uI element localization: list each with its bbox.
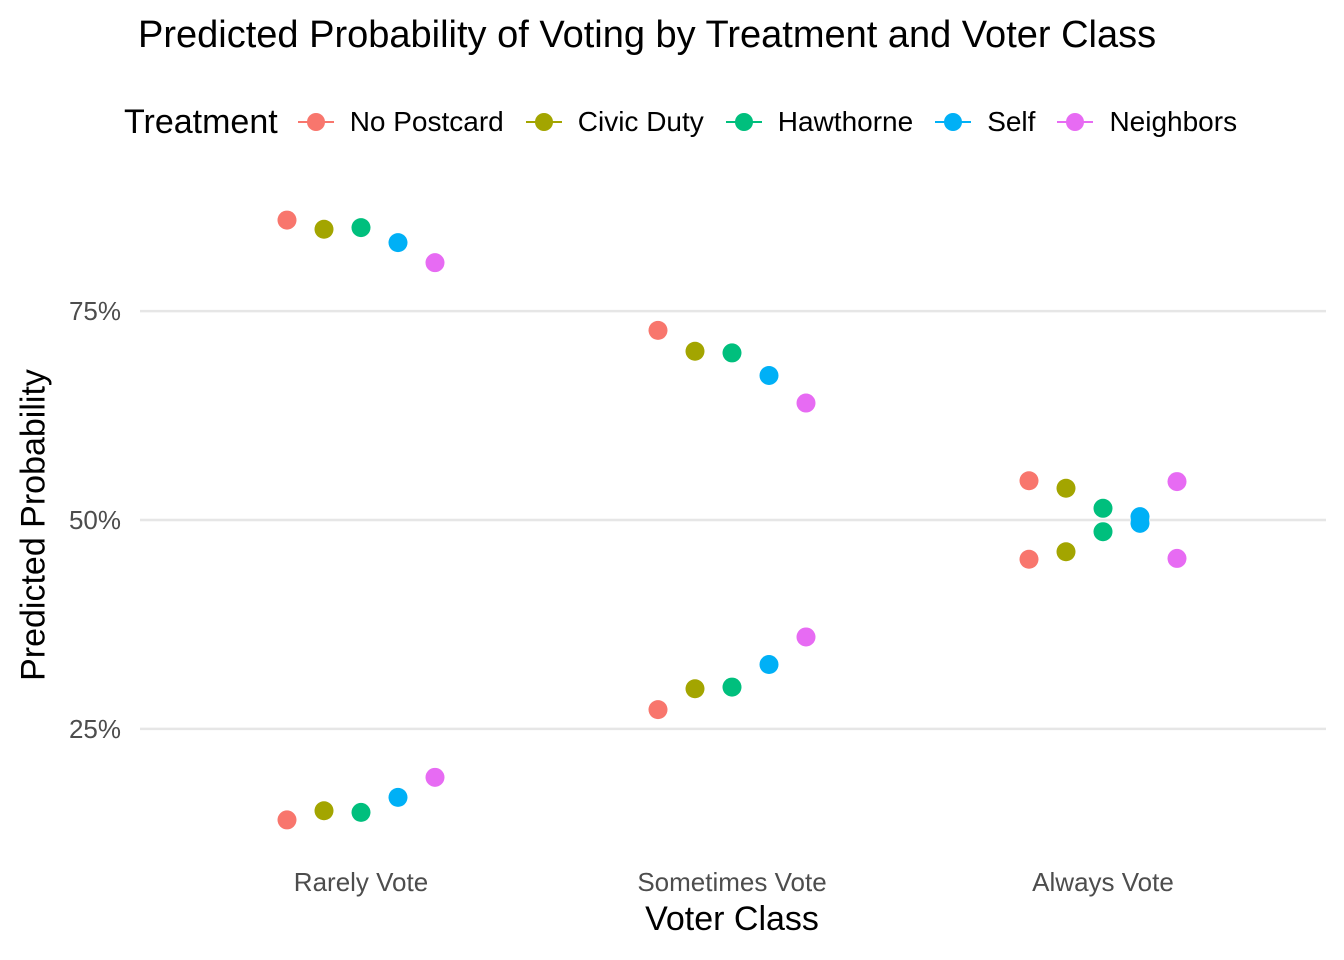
legend-item-neighbors: Neighbors [1055, 102, 1237, 142]
point-civic-duty-always-vote-upper [1056, 478, 1076, 498]
point-civic-duty-always-vote-lower [1056, 542, 1076, 562]
legend-key-hawthorne [725, 113, 762, 131]
point-self-sometimes-vote-lower [759, 655, 779, 675]
y-tick-label: 25% [69, 714, 121, 744]
y-tick-label: 75% [69, 296, 121, 326]
point-no-postcard-always-vote-lower [1019, 549, 1039, 569]
x-tick-label-rarely-vote: Rarely Vote [294, 867, 428, 897]
legend: Treatment No Postcard Civic Duty Hawthor… [124, 100, 1257, 144]
point-hawthorne-rarely-vote-lower [351, 802, 371, 822]
legend-title: Treatment [124, 102, 278, 141]
point-neighbors-always-vote-upper [1167, 472, 1187, 492]
legend-label-hawthorne: Hawthorne [777, 106, 914, 137]
point-civic-duty-rarely-vote-lower [314, 801, 334, 821]
legend-label-self: Self [987, 106, 1036, 137]
legend-label-neighbors: Neighbors [1109, 106, 1238, 137]
point-self-rarely-vote-lower [388, 787, 408, 807]
point-neighbors-sometimes-vote-lower [796, 627, 816, 647]
legend-key-no-postcard [297, 113, 334, 131]
point-hawthorne-sometimes-vote-upper [722, 343, 742, 363]
legend-item-self: Self [933, 102, 1035, 142]
point-no-postcard-rarely-vote-upper [277, 210, 297, 230]
x-tick-label-always-vote: Always Vote [1032, 867, 1174, 897]
point-neighbors-rarely-vote-upper [425, 253, 445, 273]
point-civic-duty-rarely-vote-upper [314, 219, 334, 239]
point-self-rarely-vote-upper [388, 233, 408, 253]
point-no-postcard-rarely-vote-lower [277, 810, 297, 830]
point-civic-duty-sometimes-vote-lower [685, 679, 705, 699]
y-axis-title: Predicted Probability [14, 369, 53, 681]
legend-key-self [935, 113, 972, 131]
point-neighbors-always-vote-lower [1167, 548, 1187, 568]
point-neighbors-rarely-vote-lower [425, 767, 445, 787]
x-tick-label-sometimes-vote: Sometimes Vote [637, 867, 826, 897]
point-hawthorne-always-vote-upper [1093, 498, 1113, 518]
legend-key-civic-duty [525, 113, 562, 131]
legend-item-no-postcard: No Postcard [296, 102, 504, 142]
legend-item-hawthorne: Hawthorne [724, 102, 913, 142]
point-no-postcard-sometimes-vote-lower [648, 700, 668, 720]
chart-title: Predicted Probability of Voting by Treat… [138, 14, 1157, 56]
point-neighbors-sometimes-vote-upper [796, 393, 816, 413]
point-hawthorne-sometimes-vote-lower [722, 677, 742, 697]
point-self-always-vote-lower [1130, 513, 1150, 533]
x-axis-title: Voter Class [645, 900, 819, 938]
point-self-sometimes-vote-upper [759, 365, 779, 385]
legend-item-civic-duty: Civic Duty [524, 102, 704, 142]
legend-label-civic-duty: Civic Duty [577, 106, 704, 137]
point-hawthorne-always-vote-lower [1093, 522, 1113, 542]
point-civic-duty-sometimes-vote-upper [685, 341, 705, 361]
y-tick-label: 50% [69, 505, 121, 535]
point-no-postcard-always-vote-upper [1019, 471, 1039, 491]
legend-label-no-postcard: No Postcard [349, 106, 504, 137]
point-no-postcard-sometimes-vote-upper [648, 320, 668, 340]
legend-key-neighbors [1057, 113, 1094, 131]
point-hawthorne-rarely-vote-upper [351, 218, 371, 238]
